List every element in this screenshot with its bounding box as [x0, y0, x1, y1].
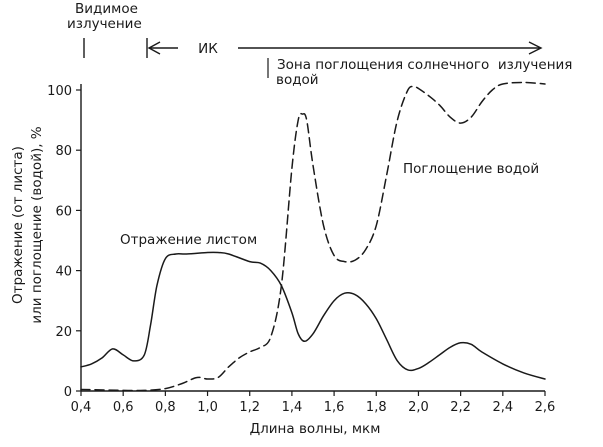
x-tick-label: 2,4: [492, 400, 513, 415]
y-axis-label: Отражение (от листа) или поглощение (вод…: [10, 126, 45, 323]
leaf-reflection-line: [80, 251, 546, 380]
x-tick-label: 0,8: [155, 400, 176, 415]
x-tick-label: 0,4: [71, 400, 92, 415]
x-tick-label: 0,6: [113, 400, 134, 415]
ir-right-arrowhead: [528, 41, 543, 55]
x-tick-label: 1,6: [324, 400, 345, 415]
y-tick-label: 80: [55, 144, 72, 159]
ir-label: ИК: [198, 41, 218, 57]
series-layer: [80, 81, 546, 392]
x-tick-label: 1,4: [282, 400, 303, 415]
x-axis-label: Длина волны, мкм: [250, 421, 381, 437]
ticks: 0,4 0,6 0,8 1,0 1,2 1,4 1,6 1,8 2,0 2,2 2,4 2,6 0 20 4…: [47, 84, 555, 415]
absorption-zone-label-line-2: водой: [276, 72, 319, 88]
y-axis-label-line-1: Отражение (от листа): [10, 146, 26, 304]
y-tick-label: 40: [55, 265, 72, 280]
y-tick-label: 20: [55, 325, 72, 340]
water-absorption-label: Поглощение водой: [403, 161, 539, 177]
absorption-zone-label-line-1: Зона поглощения солнечного излучения: [277, 57, 572, 73]
water-absorption-line: [80, 81, 546, 392]
x-tick-label: 1,8: [366, 400, 387, 415]
axes: [80, 84, 545, 392]
x-tick-label: 1,2: [239, 400, 260, 415]
x-tick-label: 2,2: [450, 400, 471, 415]
y-tick-label: 0: [64, 385, 72, 400]
ir-range-arrow: [146, 38, 543, 58]
x-tick-label: 2,6: [535, 400, 556, 415]
y-tick-label: 100: [47, 84, 72, 99]
y-tick-label: 60: [55, 204, 72, 219]
visible-radiation-label-line-2: излучение: [67, 16, 142, 32]
x-tick-label: 2,0: [408, 400, 429, 415]
y-axis-label-line-2: или поглощение (водой), %: [29, 126, 45, 323]
x-tick-label: 1,0: [197, 400, 218, 415]
visible-radiation-label-line-1: Видимое: [75, 1, 138, 17]
leaf-reflection-label: Отражение листом: [120, 232, 257, 248]
